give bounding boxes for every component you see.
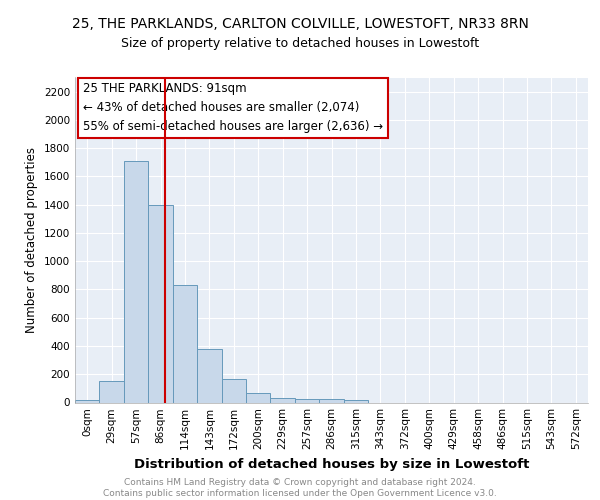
X-axis label: Distribution of detached houses by size in Lowestoft: Distribution of detached houses by size … bbox=[134, 458, 529, 471]
Text: 25, THE PARKLANDS, CARLTON COLVILLE, LOWESTOFT, NR33 8RN: 25, THE PARKLANDS, CARLTON COLVILLE, LOW… bbox=[71, 18, 529, 32]
Bar bbox=[148, 204, 173, 402]
Bar bbox=[100, 380, 124, 402]
Bar bbox=[124, 161, 148, 402]
Text: Size of property relative to detached houses in Lowestoft: Size of property relative to detached ho… bbox=[121, 38, 479, 51]
Text: Contains HM Land Registry data © Crown copyright and database right 2024.
Contai: Contains HM Land Registry data © Crown c… bbox=[103, 478, 497, 498]
Y-axis label: Number of detached properties: Number of detached properties bbox=[25, 147, 38, 333]
Bar bbox=[271, 398, 295, 402]
Bar bbox=[75, 400, 100, 402]
Bar bbox=[344, 400, 368, 402]
Bar bbox=[246, 392, 271, 402]
Bar bbox=[319, 399, 344, 402]
Bar bbox=[295, 399, 319, 402]
Bar bbox=[173, 285, 197, 403]
Bar bbox=[221, 379, 246, 402]
Bar bbox=[197, 349, 221, 403]
Text: 25 THE PARKLANDS: 91sqm
← 43% of detached houses are smaller (2,074)
55% of semi: 25 THE PARKLANDS: 91sqm ← 43% of detache… bbox=[83, 82, 383, 134]
